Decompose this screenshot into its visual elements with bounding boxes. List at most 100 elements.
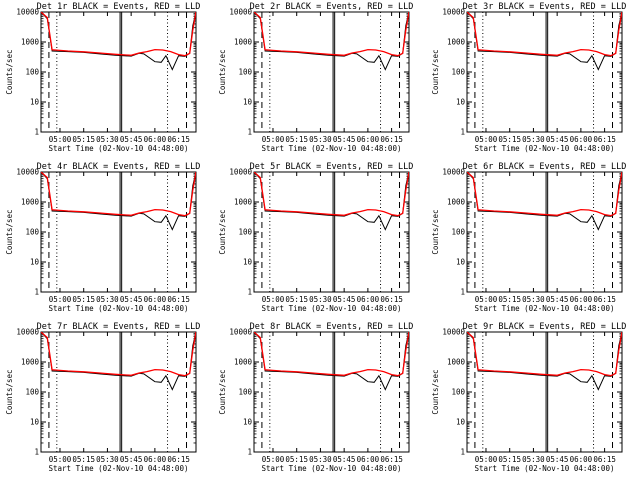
panel-8-xtick-label-4: 06:00 — [357, 455, 380, 464]
panel-5-plot-area — [254, 172, 409, 292]
panel-1-lld-line — [41, 12, 196, 57]
panel-1-xtick-label-2: 05:30 — [96, 135, 119, 144]
panel-2-xlabel: Start Time (02-Nov-10 04:48:00) — [262, 144, 402, 153]
panel-3-ytick-label-2: 100 — [451, 68, 465, 77]
panel-9-ylabel: Counts/sec — [431, 369, 440, 414]
panel-5-ylabel: Counts/sec — [218, 209, 227, 254]
panel-5-ytick-label-4: 10000 — [229, 168, 252, 177]
panel-6-ytick-label-3: 1000 — [447, 198, 466, 207]
panel-4-xtick-label-4: 06:00 — [144, 295, 167, 304]
panel-7-xtick-label-2: 05:30 — [96, 455, 119, 464]
panel-2-ylabel: Counts/sec — [218, 49, 227, 94]
panel-9-xtick-label-0: 05:00 — [475, 455, 498, 464]
panel-5-events-line — [254, 172, 409, 231]
panel-7-xtick-label-0: 05:00 — [49, 455, 72, 464]
panel-2-xtick-label-3: 05:45 — [333, 135, 356, 144]
panel-9-title: Det 9r BLACK = Events, RED = LLD — [463, 322, 627, 332]
panel-5-xtick-label-3: 05:45 — [333, 295, 356, 304]
panel-5-xtick-label-1: 05:15 — [285, 295, 308, 304]
panel-6-xtick-label-5: 06:15 — [593, 295, 616, 304]
panel-2-xtick-label-4: 06:00 — [357, 135, 380, 144]
panel-4-axes-frame — [40, 171, 197, 293]
panel-6-lld-line — [467, 172, 622, 217]
panel-8-plot-area — [254, 332, 409, 452]
panel-4-xlabel: Start Time (02-Nov-10 04:48:00) — [49, 304, 189, 313]
panel-7-xtick-label-5: 06:15 — [167, 455, 190, 464]
panel-4-events-line — [41, 172, 196, 231]
panel-9-ytick-label-0: 1 — [460, 448, 465, 457]
panel-9-xtick-label-1: 05:15 — [498, 455, 521, 464]
panel-4-xtick-label-0: 05:00 — [49, 295, 72, 304]
panel-4-xtick-label-3: 05:45 — [120, 295, 143, 304]
panel-3-axes-frame — [466, 11, 623, 133]
panel-6-ytick-label-1: 10 — [456, 258, 466, 267]
panel-6-xlabel: Start Time (02-Nov-10 04:48:00) — [475, 304, 615, 313]
panel-8-ytick-label-0: 1 — [247, 448, 252, 457]
panel-9-ytick-label-3: 1000 — [447, 358, 466, 367]
panel-9-ytick-label-1: 10 — [456, 418, 466, 427]
panel-6-ytick-label-4: 10000 — [442, 168, 465, 177]
panel-6-events-line — [467, 172, 622, 231]
panel-1-ytick-label-4: 10000 — [16, 8, 39, 17]
panel-8-events-line — [254, 332, 409, 391]
panel-3-ytick-label-0: 1 — [460, 128, 465, 137]
panel-1-plot-area — [41, 12, 196, 132]
panel-5-lld-line — [254, 172, 409, 217]
panel-8-title: Det 8r BLACK = Events, RED = LLD — [250, 322, 414, 332]
panel-4-ytick-label-1: 10 — [30, 258, 40, 267]
panel-6-xtick-label-0: 05:00 — [475, 295, 498, 304]
panel-8-ytick-label-3: 1000 — [234, 358, 253, 367]
panel-7-ytick-label-4: 10000 — [16, 328, 39, 337]
panel-7-ytick-label-1: 10 — [30, 418, 40, 427]
panel-2-xtick-label-0: 05:00 — [262, 135, 285, 144]
panel-4-ytick-label-4: 10000 — [16, 168, 39, 177]
panel-9-xtick-label-5: 06:15 — [593, 455, 616, 464]
panel-9-plot-area — [467, 332, 622, 452]
panel-9-axes-frame — [466, 331, 623, 453]
panel-7-axes-frame — [40, 331, 197, 453]
panel-1-ytick-label-1: 10 — [30, 98, 40, 107]
panel-6-xtick-label-2: 05:30 — [522, 295, 545, 304]
panel-2-xtick-label-5: 06:15 — [380, 135, 403, 144]
panel-7-events-line — [41, 332, 196, 391]
panel-3-xtick-label-4: 06:00 — [570, 135, 593, 144]
panel-1-xtick-label-3: 05:45 — [120, 135, 143, 144]
panel-1-ylabel: Counts/sec — [5, 49, 14, 94]
panel-2-ytick-label-2: 100 — [238, 68, 252, 77]
panel-5-xtick-label-2: 05:30 — [309, 295, 332, 304]
panel-9-xtick-label-3: 05:45 — [546, 455, 569, 464]
panel-8-xtick-label-2: 05:30 — [309, 455, 332, 464]
panel-5-ytick-label-1: 10 — [243, 258, 253, 267]
panel-4-plot-area — [41, 172, 196, 292]
panel-2-plot-area — [254, 12, 409, 132]
panel-6-plot-area — [467, 172, 622, 292]
panel-9-ytick-label-2: 100 — [451, 388, 465, 397]
panel-7-xlabel: Start Time (02-Nov-10 04:48:00) — [49, 464, 189, 473]
panel-8-ytick-label-1: 10 — [243, 418, 253, 427]
panel-8-xtick-label-3: 05:45 — [333, 455, 356, 464]
panel-7-xtick-label-1: 05:15 — [72, 455, 95, 464]
panel-7-ytick-label-3: 1000 — [21, 358, 40, 367]
panel-1-ytick-label-3: 1000 — [21, 38, 40, 47]
panel-3-xtick-label-1: 05:15 — [498, 135, 521, 144]
panel-4-xtick-label-2: 05:30 — [96, 295, 119, 304]
panel-2-ytick-label-3: 1000 — [234, 38, 253, 47]
panel-8-ytick-label-4: 10000 — [229, 328, 252, 337]
panel-4-ytick-label-2: 100 — [25, 228, 39, 237]
panel-5-axes-frame — [253, 171, 410, 293]
panel-3-xtick-label-3: 05:45 — [546, 135, 569, 144]
panel-8-ylabel: Counts/sec — [218, 369, 227, 414]
panel-6-ytick-label-0: 1 — [460, 288, 465, 297]
panel-9-events-line — [467, 332, 622, 391]
panel-2-lld-line — [254, 12, 409, 57]
panel-8-lld-line — [254, 332, 409, 377]
panel-6-xtick-label-1: 05:15 — [498, 295, 521, 304]
panel-7-ytick-label-2: 100 — [25, 388, 39, 397]
panel-6-xtick-label-4: 06:00 — [570, 295, 593, 304]
panel-3-plot-area — [467, 12, 622, 132]
panel-3-lld-line — [467, 12, 622, 57]
panel-7-title: Det 7r BLACK = Events, RED = LLD — [37, 322, 201, 332]
